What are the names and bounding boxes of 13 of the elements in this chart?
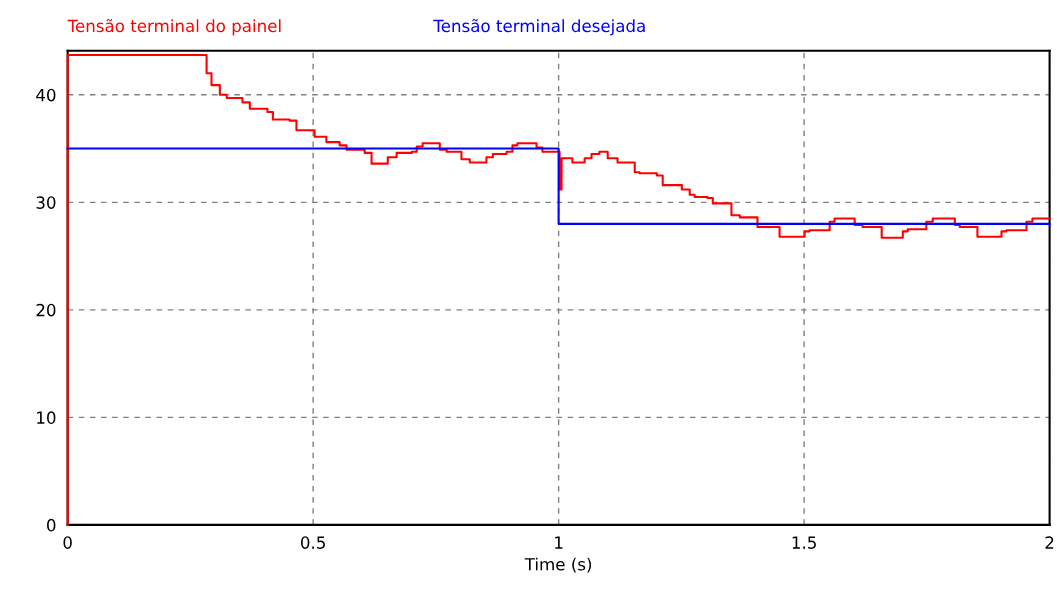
y-tick-label: 30 (36, 196, 56, 209)
y-tick-label: 20 (36, 303, 56, 317)
x-axis-title: Time (s) (524, 557, 592, 573)
x-tick-label: 0 (63, 536, 72, 549)
y-tick-label: 10 (37, 411, 56, 424)
x-tick-label: 1.5 (792, 536, 816, 549)
x-tick-label: 0.5 (300, 536, 325, 549)
y-tick-label: 40 (36, 88, 56, 102)
text: Tensão terminal desejada (433, 18, 645, 36)
series-label: Tensão terminal do painel (67, 18, 281, 36)
y-tick-label: 0 (47, 518, 56, 532)
x-tick-label: 1 (555, 536, 563, 549)
x-tick-label: 2 (1045, 536, 1054, 549)
